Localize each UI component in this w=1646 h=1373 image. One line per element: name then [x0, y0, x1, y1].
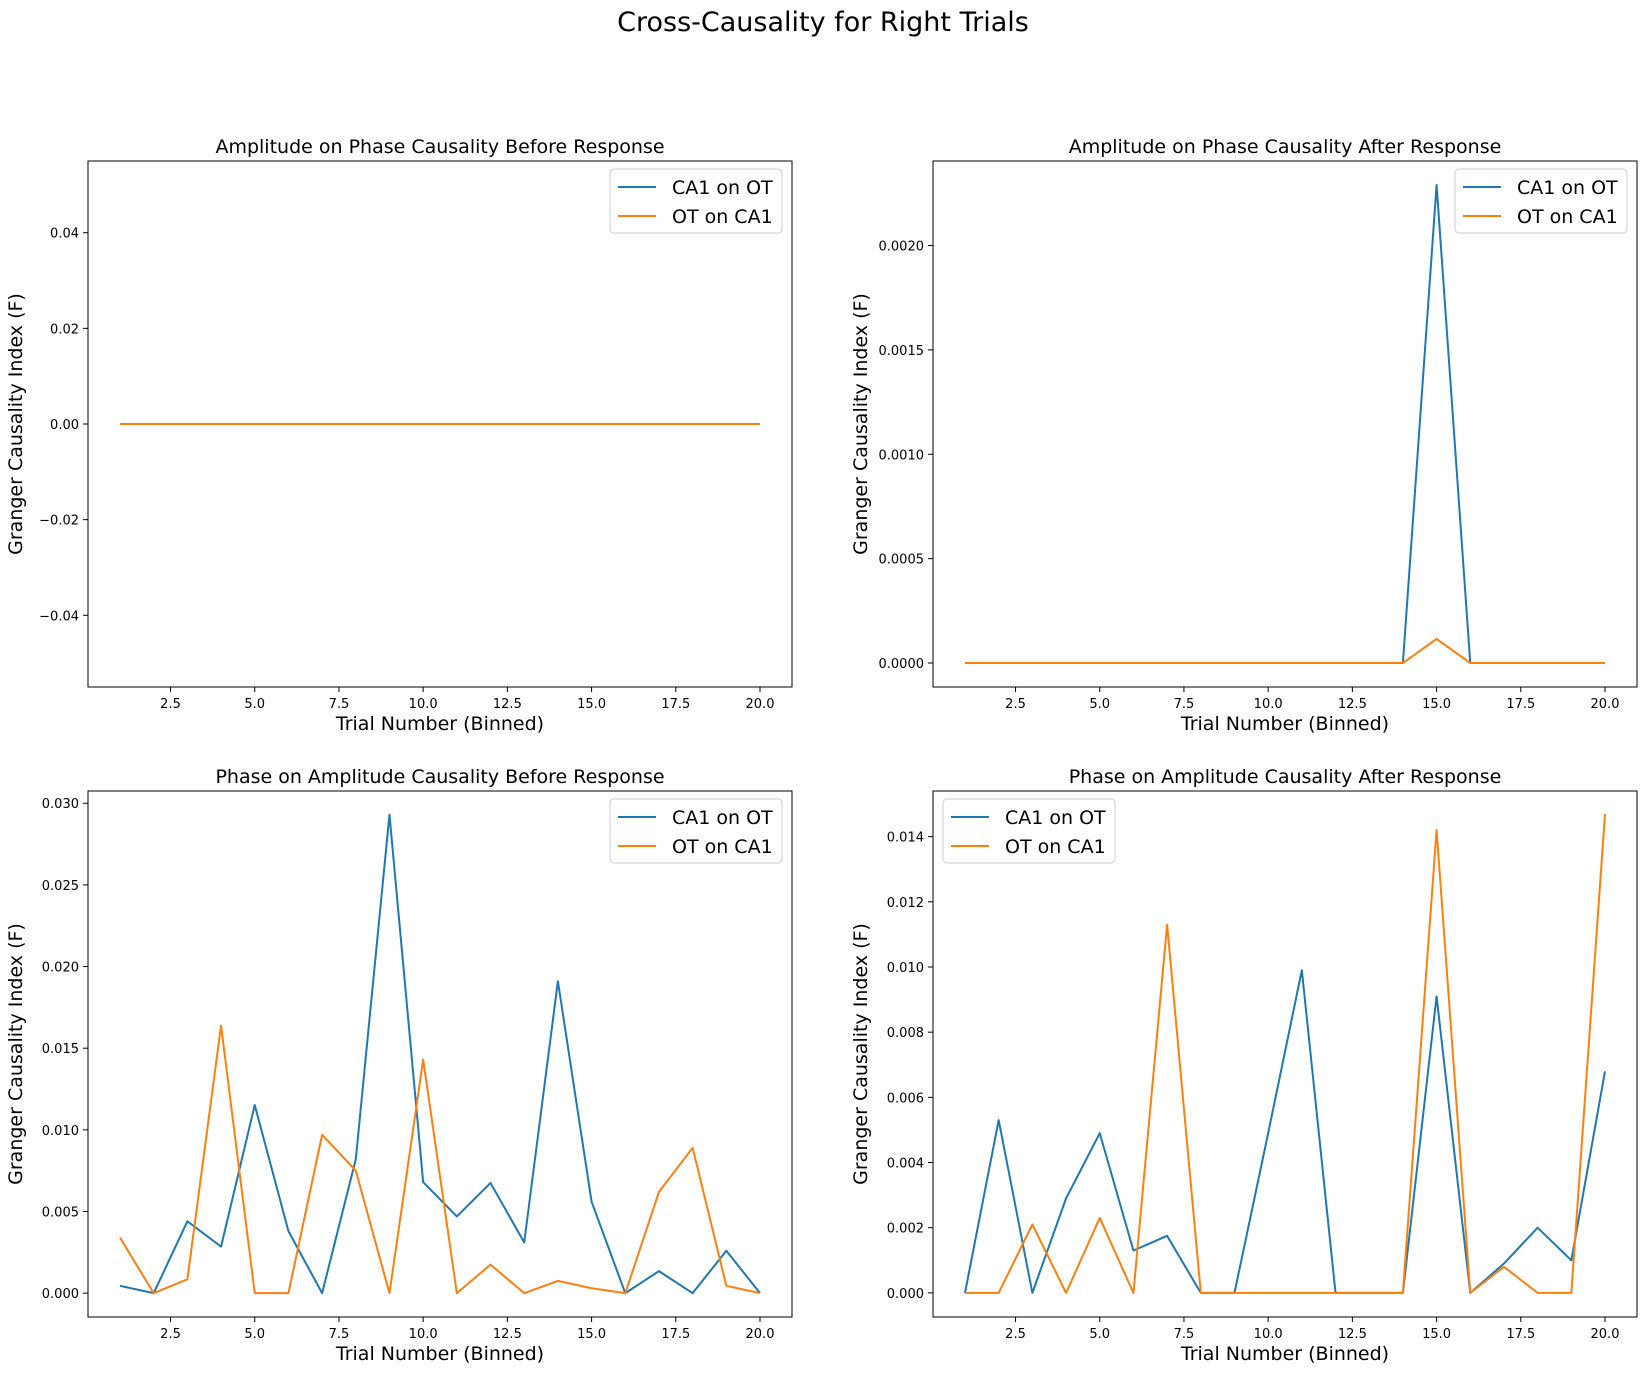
legend-label: OT on CA1 [1005, 836, 1106, 858]
y-tick-label: 0.04 [50, 227, 79, 242]
x-axis-label: Trial Number (Binned) [335, 713, 544, 735]
legend-label: CA1 on OT [1517, 177, 1618, 199]
x-tick-label: 12.5 [1338, 697, 1367, 712]
legend-label: CA1 on OT [672, 807, 773, 829]
y-tick-label: −0.02 [39, 514, 79, 529]
chart-panel-2: Amplitude on Phase Causality After Respo… [850, 136, 1638, 735]
x-tick-label: 5.0 [1089, 1327, 1110, 1342]
y-tick-label: 0.0015 [879, 344, 925, 359]
x-tick-label: 15.0 [577, 1327, 606, 1342]
x-tick-label: 17.5 [661, 1327, 690, 1342]
series-line-ot-on-ca1 [965, 813, 1606, 1294]
x-tick-label: 20.0 [746, 1327, 775, 1342]
legend: CA1 on OT OT on CA1 [609, 168, 783, 234]
axes-frame [87, 790, 793, 1318]
y-tick-label: −0.04 [39, 609, 79, 624]
x-tick-label: 2.5 [1005, 1327, 1026, 1342]
y-tick-label: 0.000 [887, 1287, 924, 1302]
x-tick-label: 12.5 [493, 697, 522, 712]
x-tick-label: 5.0 [244, 1327, 265, 1342]
y-axis-label: Granger Causality Index (F) [850, 293, 872, 555]
y-tick-label: 0.0010 [879, 448, 925, 463]
legend-label: OT on CA1 [672, 836, 773, 858]
x-tick-label: 10.0 [1254, 697, 1283, 712]
x-tick-label: 2.5 [160, 1327, 181, 1342]
x-tick-label: 10.0 [409, 1327, 438, 1342]
x-axis-label: Trial Number (Binned) [1180, 713, 1389, 735]
x-tick-label: 20.0 [1591, 1327, 1620, 1342]
legend-label: CA1 on OT [672, 177, 773, 199]
y-tick-label: 0.006 [887, 1091, 924, 1106]
series-line-ca1-on-ot [119, 813, 761, 1295]
chart-panel-1: Amplitude on Phase Causality Before Resp… [5, 136, 793, 735]
panel-title: Amplitude on Phase Causality After Respo… [1069, 136, 1502, 158]
y-tick-label: 0.0020 [879, 240, 925, 255]
chart-panel-3: Phase on Amplitude Causality Before Resp… [5, 766, 793, 1365]
legend-label: OT on CA1 [1517, 206, 1618, 228]
series-line-ot-on-ca1 [965, 637, 1605, 664]
series-line-ot-on-ca1 [119, 1024, 761, 1295]
y-tick-label: 0.014 [887, 831, 924, 846]
x-tick-label: 17.5 [661, 697, 690, 712]
y-tick-label: 0.005 [42, 1206, 79, 1221]
y-tick-label: 0.025 [42, 879, 79, 894]
legend: CA1 on OT OT on CA1 [609, 798, 783, 864]
y-tick-label: 0.004 [887, 1157, 924, 1172]
legend-label: CA1 on OT [1005, 807, 1106, 829]
x-tick-label: 15.0 [577, 697, 606, 712]
x-axis-label: Trial Number (Binned) [1180, 1343, 1389, 1365]
x-tick-label: 7.5 [329, 1327, 350, 1342]
y-tick-label: 0.000 [42, 1287, 79, 1302]
figure-suptitle: Cross-Causality for Right Trials [617, 7, 1029, 38]
y-tick-label: 0.010 [42, 1124, 79, 1139]
y-axis-label: Granger Causality Index (F) [5, 293, 27, 555]
panel-title: Amplitude on Phase Causality Before Resp… [215, 136, 664, 158]
series-line-ca1-on-ot [965, 184, 1605, 664]
x-tick-label: 7.5 [329, 697, 350, 712]
y-tick-label: 0.012 [887, 896, 924, 911]
y-tick-label: 0.008 [887, 1026, 924, 1041]
x-tick-label: 15.0 [1422, 1327, 1451, 1342]
y-tick-label: 0.015 [42, 1042, 79, 1057]
x-tick-label: 15.0 [1422, 697, 1451, 712]
x-tick-label: 5.0 [1089, 697, 1110, 712]
y-tick-label: 0.00 [50, 418, 79, 433]
x-tick-label: 10.0 [1254, 1327, 1283, 1342]
axes-frame [932, 790, 1638, 1318]
panel-title: Phase on Amplitude Causality Before Resp… [215, 766, 664, 788]
y-tick-label: 0.030 [42, 797, 79, 812]
x-tick-label: 17.5 [1506, 697, 1535, 712]
y-tick-label: 0.002 [887, 1222, 924, 1237]
x-tick-label: 10.0 [409, 697, 438, 712]
y-tick-label: 0.010 [887, 961, 924, 976]
y-axis-label: Granger Causality Index (F) [5, 923, 27, 1185]
x-tick-label: 12.5 [493, 1327, 522, 1342]
x-tick-label: 20.0 [1591, 697, 1620, 712]
y-axis-label: Granger Causality Index (F) [850, 923, 872, 1185]
legend: CA1 on OT OT on CA1 [1454, 168, 1628, 234]
y-tick-label: 0.020 [42, 961, 79, 976]
series-line-ca1-on-ot [964, 969, 1606, 1294]
axes-frame [932, 160, 1638, 688]
x-tick-label: 2.5 [1005, 697, 1026, 712]
x-tick-label: 2.5 [160, 697, 181, 712]
y-tick-label: 0.0000 [879, 657, 925, 672]
x-tick-label: 7.5 [1174, 1327, 1195, 1342]
x-axis-label: Trial Number (Binned) [335, 1343, 544, 1365]
y-tick-label: 0.0005 [879, 553, 925, 568]
legend: CA1 on OT OT on CA1 [942, 798, 1116, 864]
x-tick-label: 12.5 [1338, 1327, 1367, 1342]
y-tick-label: 0.02 [50, 322, 79, 337]
panel-title: Phase on Amplitude Causality After Respo… [1069, 766, 1502, 788]
x-tick-label: 17.5 [1506, 1327, 1535, 1342]
x-tick-label: 20.0 [746, 697, 775, 712]
legend-label: OT on CA1 [672, 206, 773, 228]
x-tick-label: 5.0 [244, 697, 265, 712]
x-tick-label: 7.5 [1174, 697, 1195, 712]
chart-panel-4: Phase on Amplitude Causality After Respo… [850, 766, 1638, 1365]
